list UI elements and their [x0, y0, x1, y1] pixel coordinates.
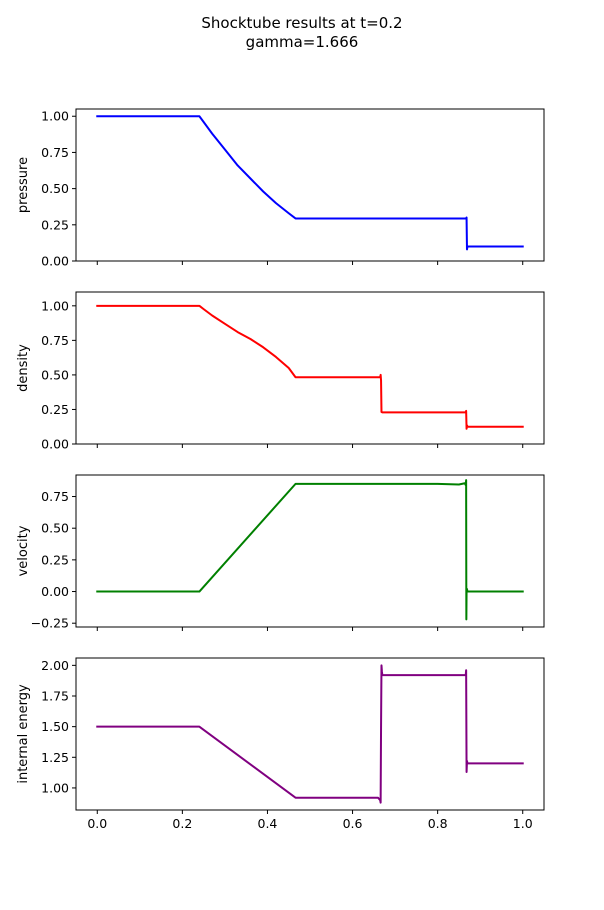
chart-title-line-1: Shocktube results at t=0.2	[201, 14, 403, 32]
y-tick-label: 0.00	[41, 437, 69, 452]
y-tick-label: 1.50	[41, 719, 69, 734]
y-axis-label: pressure	[16, 157, 31, 213]
y-tick-label: 0.50	[41, 181, 69, 196]
y-tick-label: 0.00	[41, 254, 69, 269]
x-tick-label: 0.4	[258, 816, 278, 831]
x-tick-label: 0.2	[172, 816, 192, 831]
subplot-velocity: −0.25 0.00 0.25 0.50 0.75 velocity	[16, 474, 545, 631]
axes-frame	[75, 657, 545, 811]
series-line-internal-energy	[96, 664, 524, 804]
x-tick-label: 0.8	[428, 816, 448, 831]
x-tick-label: 0.6	[343, 816, 363, 831]
y-tick-label: 0.25	[41, 552, 69, 567]
axes-frame	[75, 291, 545, 445]
x-tick-label: 0.0	[87, 816, 107, 831]
y-tick-label: 0.75	[41, 333, 69, 348]
y-tick-label: 2.00	[41, 658, 69, 673]
y-tick-label: 0.00	[41, 584, 69, 599]
axes-frame	[75, 474, 545, 628]
series-line-velocity	[96, 479, 524, 621]
y-tick-label: −0.25	[31, 616, 69, 631]
axes-frame	[75, 108, 545, 262]
subplot-density: 0.00 0.25 0.50 0.75 1.00 density	[16, 291, 545, 452]
y-tick-label: 1.00	[41, 780, 69, 795]
y-tick-label: 0.50	[41, 521, 69, 536]
y-tick-label: 0.25	[41, 217, 69, 232]
y-tick-label: 0.75	[41, 145, 69, 160]
series-line-density	[96, 304, 524, 430]
y-tick-label: 1.00	[41, 298, 69, 313]
y-tick-label: 0.25	[41, 402, 69, 417]
y-tick-label: 0.50	[41, 367, 69, 382]
subplot-pressure: 0.00 0.25 0.50 0.75 1.00 pressure	[16, 108, 545, 269]
y-tick-label: 1.75	[41, 689, 69, 704]
y-tick-label: 1.25	[41, 750, 69, 765]
subplot-internal-energy: 1.00 1.25 1.50 1.75 2.00 0.0 0.2 0.4 0.6 0.8 1.0 in…	[16, 657, 545, 831]
y-tick-label: 0.75	[41, 489, 69, 504]
y-axis-label: density	[16, 344, 31, 392]
x-tick-label: 1.0	[513, 816, 533, 831]
y-axis-label: internal energy	[16, 684, 31, 784]
y-axis-label: velocity	[16, 525, 31, 576]
series-line-pressure	[96, 115, 524, 251]
chart-title-line-2: gamma=1.666	[245, 33, 359, 51]
y-tick-label: 1.00	[41, 109, 69, 124]
